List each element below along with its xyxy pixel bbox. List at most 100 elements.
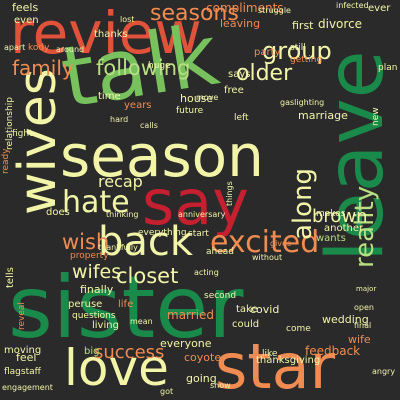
word: excited bbox=[210, 225, 320, 260]
word: final bbox=[354, 321, 372, 330]
word: feel bbox=[16, 351, 37, 364]
word: say bbox=[142, 166, 249, 239]
word: big bbox=[84, 346, 100, 357]
word: feels bbox=[12, 1, 39, 14]
word: finally bbox=[80, 283, 114, 296]
word: angry bbox=[372, 367, 396, 376]
word: got bbox=[160, 387, 174, 396]
word: calls bbox=[140, 121, 158, 130]
word: another bbox=[324, 223, 364, 234]
word: plan bbox=[378, 63, 398, 73]
word: older bbox=[236, 61, 293, 86]
word: review bbox=[10, 0, 202, 67]
word: relationship bbox=[5, 97, 15, 150]
word: life bbox=[118, 299, 134, 310]
word: engagement bbox=[2, 383, 53, 392]
word: move bbox=[196, 93, 219, 102]
word: free bbox=[224, 85, 244, 96]
word: wish bbox=[62, 230, 110, 254]
word: sister bbox=[8, 258, 244, 358]
word: recap bbox=[98, 172, 143, 191]
word: brown bbox=[312, 206, 368, 227]
word: flagstaff bbox=[4, 367, 41, 377]
word: apart bbox=[4, 43, 26, 52]
word: show bbox=[210, 381, 231, 390]
word: thinking bbox=[106, 210, 139, 219]
word: start bbox=[188, 229, 209, 239]
word: new bbox=[371, 107, 381, 126]
word: huge bbox=[148, 61, 171, 71]
word: moving bbox=[4, 345, 42, 356]
word: married bbox=[167, 308, 215, 322]
word: second bbox=[204, 291, 237, 301]
word: makes bbox=[316, 209, 346, 219]
word: says bbox=[228, 69, 251, 80]
word: coyote bbox=[184, 351, 222, 364]
word: things bbox=[225, 181, 234, 206]
word: thankfully bbox=[98, 243, 138, 252]
word: everyone bbox=[160, 337, 212, 350]
word: living bbox=[92, 320, 119, 331]
word: future bbox=[176, 106, 204, 116]
word: come bbox=[286, 324, 311, 334]
word: house bbox=[180, 92, 214, 105]
word: wives bbox=[8, 68, 68, 215]
word: star bbox=[215, 330, 336, 400]
word: around bbox=[56, 45, 85, 54]
word: struggle bbox=[258, 6, 291, 15]
word: covid bbox=[250, 303, 280, 316]
word: getting bbox=[290, 55, 323, 65]
word: property bbox=[70, 251, 109, 261]
word: hard bbox=[110, 115, 129, 124]
word: everything bbox=[138, 228, 187, 238]
word: take bbox=[236, 304, 258, 315]
word: closet bbox=[116, 264, 179, 288]
word: party bbox=[254, 47, 281, 58]
word: open bbox=[354, 303, 374, 312]
word: success bbox=[94, 342, 165, 363]
word: love bbox=[64, 339, 169, 397]
word: feedback bbox=[305, 344, 361, 358]
word: years bbox=[124, 100, 152, 111]
word: ready bbox=[1, 148, 11, 174]
word: does bbox=[46, 207, 70, 218]
word: marriage bbox=[298, 109, 348, 122]
word: even bbox=[14, 15, 39, 26]
word: without bbox=[252, 253, 283, 262]
word: divorce bbox=[318, 17, 363, 31]
word: thanksgiving bbox=[256, 355, 321, 366]
word: mean bbox=[130, 317, 153, 326]
word: acting bbox=[194, 268, 219, 277]
word: following bbox=[96, 56, 191, 80]
word: group bbox=[262, 37, 332, 65]
word: gaslighting bbox=[280, 98, 325, 107]
word: along bbox=[288, 167, 318, 240]
word: thanks bbox=[94, 29, 128, 40]
word: going bbox=[186, 372, 217, 385]
word: ahead bbox=[206, 247, 234, 257]
word: compliments bbox=[206, 1, 284, 15]
word: hate bbox=[62, 185, 130, 220]
word: fight bbox=[12, 129, 33, 139]
word: back bbox=[98, 219, 194, 265]
word: wants bbox=[316, 233, 346, 244]
word: family bbox=[12, 56, 74, 80]
word: lost bbox=[120, 15, 135, 24]
word: like bbox=[262, 349, 278, 359]
word: season bbox=[60, 122, 264, 190]
word: major bbox=[356, 285, 377, 293]
word: kody bbox=[28, 43, 50, 53]
word: leaving bbox=[220, 17, 261, 30]
word: wifes bbox=[72, 261, 122, 283]
word: anniversary bbox=[178, 210, 226, 219]
word: first bbox=[292, 19, 314, 32]
word: ever bbox=[368, 3, 391, 14]
word: infected bbox=[336, 1, 369, 10]
word: reveal bbox=[17, 302, 27, 330]
word: tells bbox=[5, 267, 16, 288]
word: questions bbox=[72, 311, 116, 321]
word: time bbox=[98, 91, 121, 102]
word: wife bbox=[348, 333, 371, 346]
word: gives bbox=[270, 239, 292, 248]
